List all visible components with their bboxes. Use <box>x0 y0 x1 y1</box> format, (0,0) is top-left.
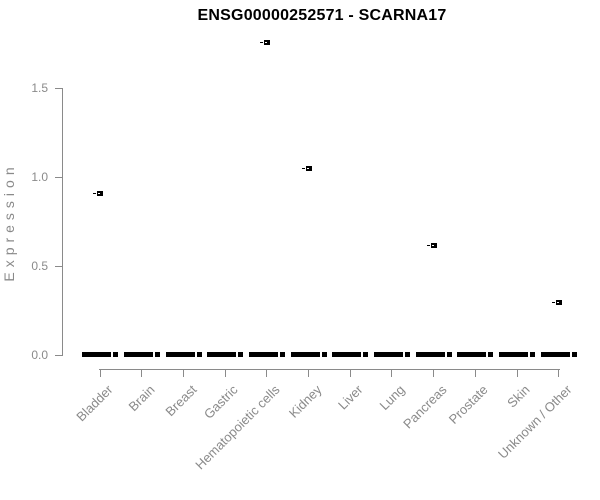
x-tick-mark <box>266 369 268 377</box>
chart-title: ENSG00000252571 - SCARNA17 <box>197 7 447 24</box>
x-tick-mark <box>349 369 351 377</box>
point-body <box>555 299 562 305</box>
median-bar-cap <box>113 352 119 357</box>
y-tick-mark <box>55 266 62 268</box>
median-bar <box>82 352 112 357</box>
point-tail <box>551 301 555 303</box>
outlier-point-pancreas <box>426 242 438 248</box>
point-tail <box>426 244 430 246</box>
x-tick-mark <box>433 369 435 377</box>
x-tick-mark <box>99 369 101 377</box>
y-tick-label: 1.5 <box>31 81 48 96</box>
point-body <box>305 166 312 172</box>
point-notch <box>264 41 267 43</box>
x-tick-mark <box>558 369 560 377</box>
median-bar-cap <box>238 352 244 357</box>
median-bar-cap <box>530 352 535 357</box>
y-tick-mark <box>55 355 62 356</box>
median-bar <box>332 352 362 357</box>
point-notch <box>556 301 559 303</box>
median-bar-cap <box>571 352 577 357</box>
median-bar <box>415 352 445 357</box>
x-tick-mark <box>474 369 476 377</box>
y-tick-mark <box>55 177 62 179</box>
median-bar-cap <box>446 352 452 357</box>
x-tick-mark <box>308 369 310 377</box>
median-bar-cap <box>404 352 410 357</box>
median-bar-cap <box>279 352 285 357</box>
point-tail <box>301 168 305 170</box>
median-bar-cap <box>363 352 369 357</box>
y-axis-line <box>62 88 63 356</box>
median-bar-cap <box>321 352 327 357</box>
outlier-point-hematopoietic-cells <box>259 39 271 45</box>
median-bar-cap <box>488 352 494 357</box>
median-bar-cap <box>154 352 160 357</box>
x-tick-mark <box>391 369 393 377</box>
outlier-point-bladder <box>93 191 104 197</box>
x-axis-line <box>99 369 560 370</box>
point-notch <box>98 193 101 195</box>
x-tick-mark <box>224 369 226 377</box>
outlier-point-kidney <box>301 166 313 172</box>
y-tick-mark <box>55 88 62 90</box>
point-body <box>430 242 437 248</box>
point-notch <box>431 244 434 246</box>
median-bar <box>123 352 153 357</box>
median-bar-cap <box>196 352 202 357</box>
y-tick-label: 1.0 <box>31 170 48 185</box>
point-tail <box>93 193 97 195</box>
median-bar <box>165 352 195 357</box>
x-tick-mark <box>183 369 185 377</box>
median-bar <box>207 352 237 357</box>
median-bar <box>540 352 570 357</box>
outlier-point-unknown-other <box>551 299 563 305</box>
x-tick-mark <box>141 369 143 377</box>
y-tick-label: 0.0 <box>31 348 48 362</box>
point-notch <box>306 168 309 170</box>
median-bar <box>290 352 320 357</box>
median-bar <box>499 352 528 357</box>
y-axis-title: Expression <box>1 162 17 282</box>
point-tail <box>259 41 263 43</box>
point-body <box>97 191 104 197</box>
x-tick-mark <box>516 369 518 377</box>
y-tick-label: 0.5 <box>31 259 48 274</box>
median-bar <box>373 352 403 357</box>
median-bar <box>457 352 487 357</box>
median-bar <box>248 352 278 357</box>
point-body <box>263 39 270 45</box>
